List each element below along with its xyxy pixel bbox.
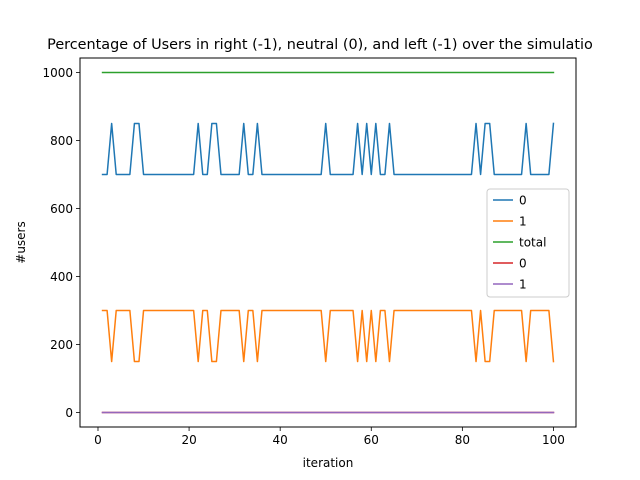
- plot-area: [101, 71, 555, 414]
- series-line-1-1: [101, 309, 555, 363]
- series-line-0-0: [101, 122, 555, 176]
- legend-label: 0: [519, 256, 527, 270]
- x-tick-label: 0: [94, 433, 102, 447]
- x-tick-label: 60: [364, 433, 379, 447]
- legend: 0 1 total 0 1: [486, 188, 570, 298]
- x-axis-label: iteration: [303, 456, 354, 470]
- legend-label: 1: [519, 214, 527, 228]
- legend-label: 0: [519, 193, 527, 207]
- x-tick-label: 40: [273, 433, 288, 447]
- x-tick-label: 20: [181, 433, 196, 447]
- y-tick-label: 0: [65, 406, 73, 420]
- legend-box: [486, 188, 570, 298]
- legend-label: 1: [519, 277, 527, 291]
- y-axis: 0 200 400 600 800 1000: [42, 66, 80, 420]
- chart-title: Percentage of Users in right (-1), neutr…: [47, 37, 593, 53]
- y-tick-label: 600: [50, 202, 73, 216]
- x-tick-label: 80: [455, 433, 470, 447]
- y-tick-label: 200: [50, 338, 73, 352]
- plot-frame: [79, 57, 577, 428]
- y-tick-label: 1000: [42, 66, 73, 80]
- y-tick-label: 800: [50, 134, 73, 148]
- legend-label: total: [519, 235, 546, 249]
- y-axis-label: #users: [14, 221, 28, 263]
- y-tick-label: 400: [50, 270, 73, 284]
- x-axis: 0 20 40 60 80 100: [94, 427, 565, 447]
- x-tick-label: 100: [542, 433, 565, 447]
